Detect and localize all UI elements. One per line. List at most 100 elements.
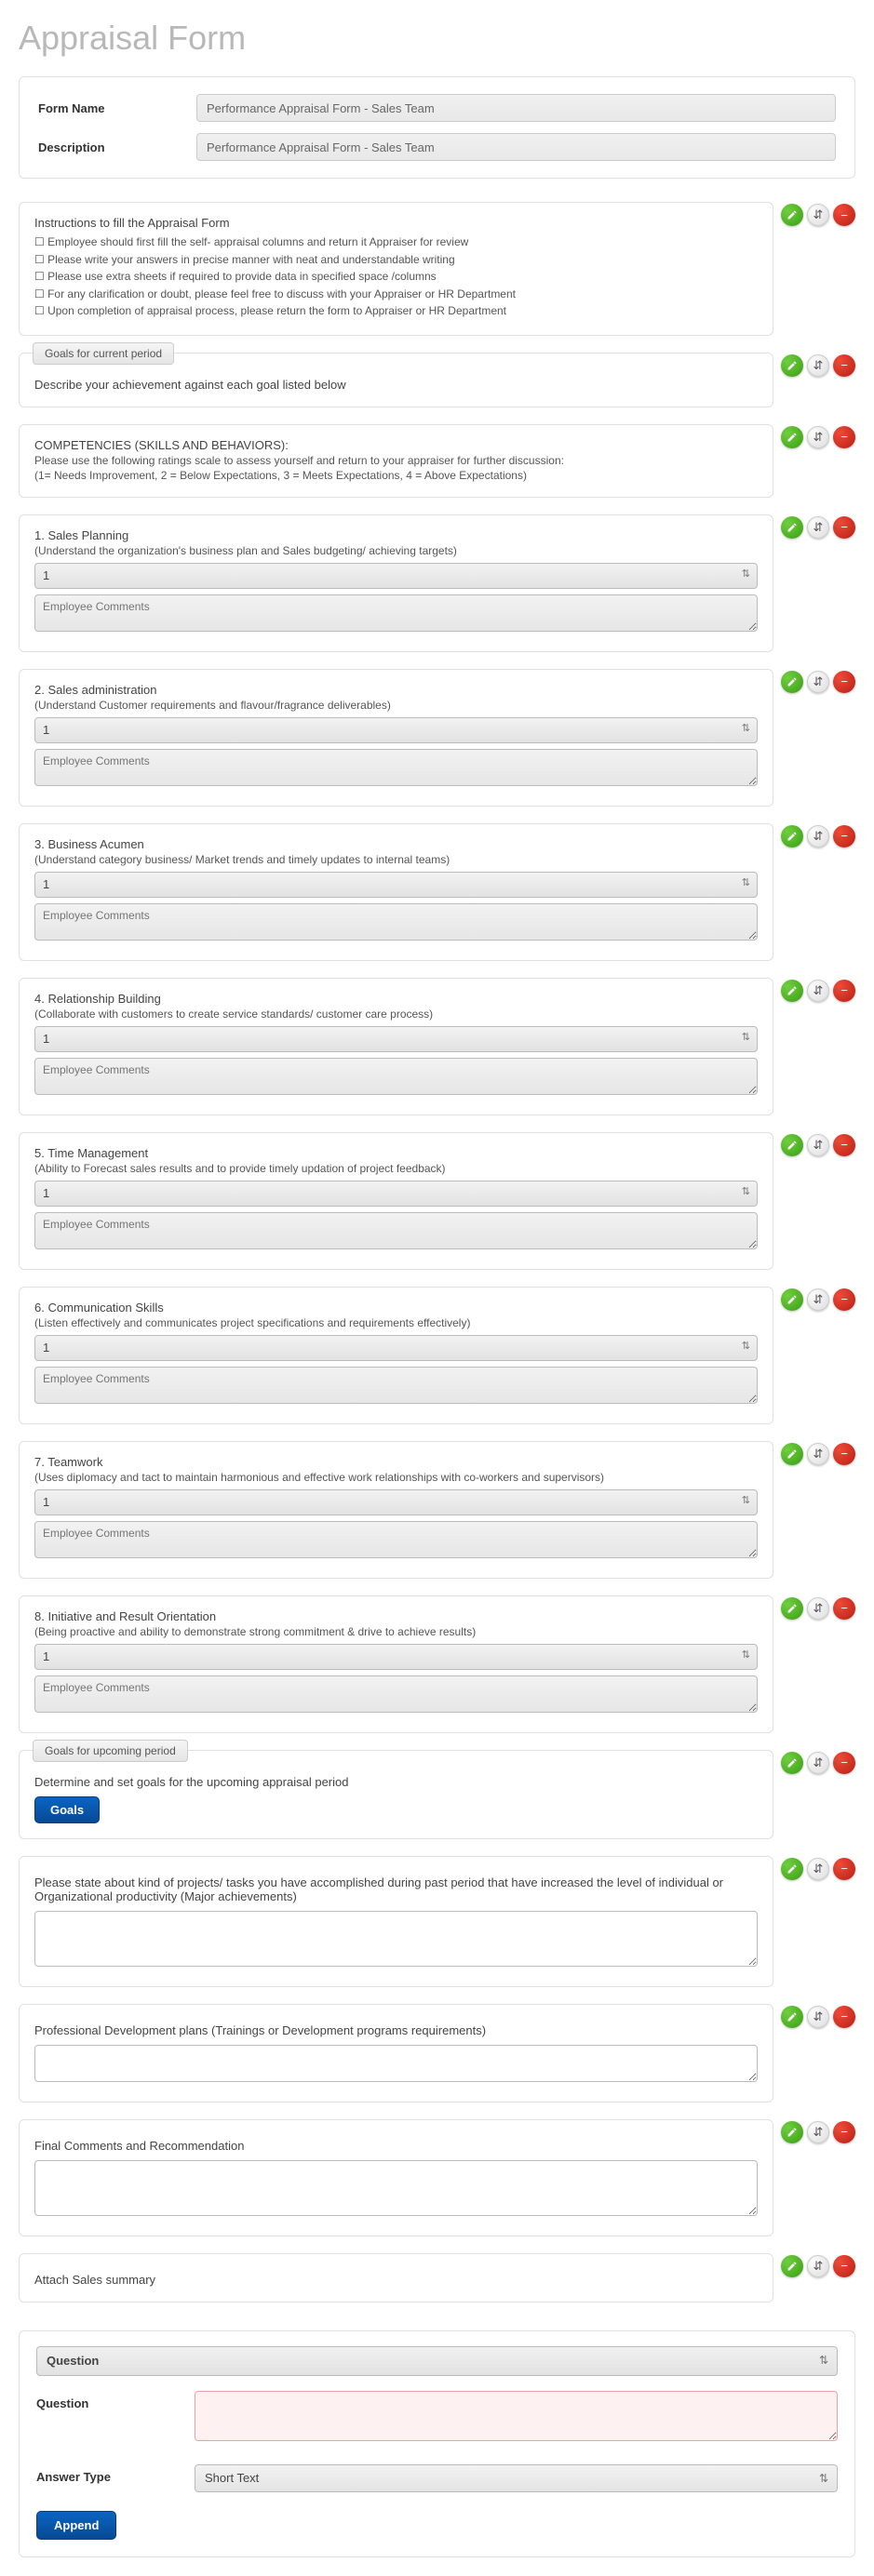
rating-select[interactable]: 1 [34,1644,758,1670]
move-button[interactable]: ⇵ [807,1597,829,1620]
edit-button[interactable] [781,825,803,848]
remove-button[interactable]: − [833,1288,855,1311]
move-button[interactable]: ⇵ [807,2255,829,2277]
edit-button[interactable] [781,980,803,1002]
move-button[interactable]: ⇵ [807,204,829,226]
edit-button[interactable] [781,204,803,226]
move-button[interactable]: ⇵ [807,825,829,848]
goals-button[interactable]: Goals [34,1796,100,1823]
move-button[interactable]: ⇵ [807,671,829,693]
instructions-heading: Instructions to fill the Appraisal Form [34,216,758,230]
question-panel: 8. Initiative and Result Orientation (Be… [19,1595,773,1733]
open-textarea[interactable] [34,2160,758,2216]
move-button[interactable]: ⇵ [807,1858,829,1880]
page-title: Appraisal Form [19,19,865,58]
answer-type-select[interactable]: Short Text [195,2464,838,2492]
rating-select[interactable]: 1 [34,872,758,898]
remove-button[interactable]: − [833,1858,855,1880]
question-label: Question [36,2391,195,2410]
open-textarea[interactable] [34,2045,758,2082]
remove-button[interactable]: − [833,516,855,539]
question-subtitle: (Ability to Forecast sales results and t… [34,1162,758,1175]
move-button[interactable]: ⇵ [807,1288,829,1311]
append-button[interactable]: Append [36,2511,116,2540]
rating-select[interactable]: 1 [34,717,758,743]
remove-button[interactable]: − [833,2121,855,2143]
comments-textarea[interactable] [34,903,758,941]
question-panel: 6. Communication Skills (Listen effectiv… [19,1287,773,1424]
question-subtitle: (Being proactive and ability to demonstr… [34,1625,758,1638]
answer-type-label: Answer Type [36,2464,195,2484]
edit-button[interactable] [781,1443,803,1465]
comments-textarea[interactable] [34,1367,758,1404]
question-subtitle: (Understand category business/ Market tr… [34,853,758,866]
question-title: 3. Business Acumen [34,837,758,851]
rating-select[interactable]: 1 [34,1335,758,1361]
edit-button[interactable] [781,2121,803,2143]
question-textarea[interactable] [195,2391,838,2441]
comments-textarea[interactable] [34,749,758,786]
rating-select[interactable]: 1 [34,1026,758,1052]
move-button[interactable]: ⇵ [807,1443,829,1465]
remove-button[interactable]: − [833,1597,855,1620]
move-button[interactable]: ⇵ [807,1752,829,1774]
remove-button[interactable]: − [833,426,855,448]
comments-textarea[interactable] [34,1675,758,1713]
remove-button[interactable]: − [833,1443,855,1465]
move-button[interactable]: ⇵ [807,354,829,377]
edit-button[interactable] [781,2006,803,2028]
description-input[interactable] [196,133,836,161]
move-button[interactable]: ⇵ [807,426,829,448]
open-section-panel: Professional Development plans (Training… [19,2004,773,2102]
remove-button[interactable]: − [833,1134,855,1156]
edit-button[interactable] [781,1752,803,1774]
question-panel: 4. Relationship Building (Collaborate wi… [19,978,773,1115]
description-row: Description [38,133,836,161]
question-panel: 7. Teamwork (Uses diplomacy and tact to … [19,1441,773,1579]
move-button[interactable]: ⇵ [807,980,829,1002]
remove-button[interactable]: − [833,2006,855,2028]
rating-select[interactable]: 1 [34,1181,758,1207]
instruction-line: ☐ Upon completion of appraisal process, … [34,302,758,320]
edit-button[interactable] [781,516,803,539]
question-title: 6. Communication Skills [34,1301,758,1315]
move-button[interactable]: ⇵ [807,2121,829,2143]
competencies-sub: Please use the following ratings scale t… [34,454,758,467]
edit-button[interactable] [781,1134,803,1156]
remove-button[interactable]: − [833,354,855,377]
competencies-heading: COMPETENCIES (SKILLS AND BEHAVIORS): [34,438,758,452]
question-builder-panel: Question Question Answer Type Short Text… [19,2330,855,2557]
move-button[interactable]: ⇵ [807,1134,829,1156]
move-button[interactable]: ⇵ [807,516,829,539]
edit-button[interactable] [781,671,803,693]
remove-button[interactable]: − [833,1752,855,1774]
question-subtitle: (Listen effectively and communicates pro… [34,1316,758,1329]
question-title: 7. Teamwork [34,1455,758,1469]
comments-textarea[interactable] [34,1521,758,1558]
open-section-text: Please state about kind of projects/ tas… [34,1875,758,1903]
edit-button[interactable] [781,426,803,448]
goals-current-desc: Describe your achievement against each g… [34,378,758,392]
move-button[interactable]: ⇵ [807,2006,829,2028]
remove-button[interactable]: − [833,980,855,1002]
question-type-select[interactable]: Question [36,2346,838,2376]
comments-textarea[interactable] [34,1212,758,1249]
edit-button[interactable] [781,354,803,377]
rating-select[interactable]: 1 [34,563,758,589]
rating-select[interactable]: 1 [34,1489,758,1515]
remove-button[interactable]: − [833,825,855,848]
question-subtitle: (Understand the organization's business … [34,544,758,557]
open-section-text: Final Comments and Recommendation [34,2139,758,2153]
comments-textarea[interactable] [34,1058,758,1095]
edit-button[interactable] [781,1288,803,1311]
remove-button[interactable]: − [833,204,855,226]
goals-current-panel: Goals for current period Describe your a… [19,353,773,407]
comments-textarea[interactable] [34,594,758,632]
edit-button[interactable] [781,1597,803,1620]
form-name-input[interactable] [196,94,836,122]
edit-button[interactable] [781,2255,803,2277]
edit-button[interactable] [781,1858,803,1880]
remove-button[interactable]: − [833,2255,855,2277]
open-textarea[interactable] [34,1911,758,1967]
remove-button[interactable]: − [833,671,855,693]
